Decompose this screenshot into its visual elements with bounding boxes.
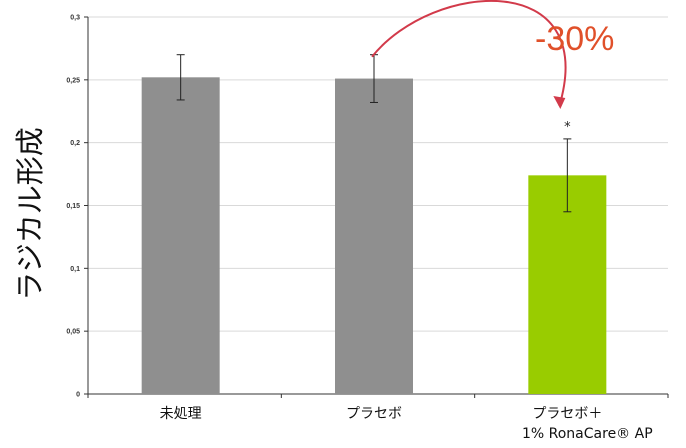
x-category-label-line: プラセボ xyxy=(346,406,402,422)
bars xyxy=(141,77,607,395)
bar-1 xyxy=(141,77,220,394)
x-category-label-line: 未処理 xyxy=(160,406,202,422)
x-category-label-2: プラセボ xyxy=(346,406,402,422)
y-tick-label: 0,3 xyxy=(70,15,80,22)
error-bars xyxy=(176,54,572,213)
y-tick-label: 0,05 xyxy=(66,329,80,336)
bar-2 xyxy=(335,78,413,395)
y-axis-label: ラジカル形成 xyxy=(13,127,47,300)
annotation: -30% xyxy=(371,0,614,109)
significance-mark: * xyxy=(564,120,571,135)
x-category-label-1: 未処理 xyxy=(160,406,202,422)
annotation-text: -30% xyxy=(535,20,614,58)
annotation-arrow xyxy=(371,0,567,107)
x-category-label-3: プラセボ＋ 1% RonaCare® AP xyxy=(522,406,653,442)
y-tick-label: 0,15 xyxy=(66,203,80,210)
annotation-arrowhead xyxy=(553,96,566,109)
y-tick-label: 0,25 xyxy=(66,77,80,84)
y-tick-label: 0,1 xyxy=(70,266,80,273)
labels: 0 0,05 0,1 0,15 0,2 0,25 0,3 未処理 プラセボ * プラセボ＋ 1% Ro… xyxy=(13,15,653,443)
x-category-label-line: プラセボ＋ xyxy=(532,406,602,422)
x-category-label-line: 1% RonaCare® AP xyxy=(522,426,653,442)
y-tick-label: 0 xyxy=(76,392,80,399)
y-tick-label: 0,2 xyxy=(70,140,80,147)
